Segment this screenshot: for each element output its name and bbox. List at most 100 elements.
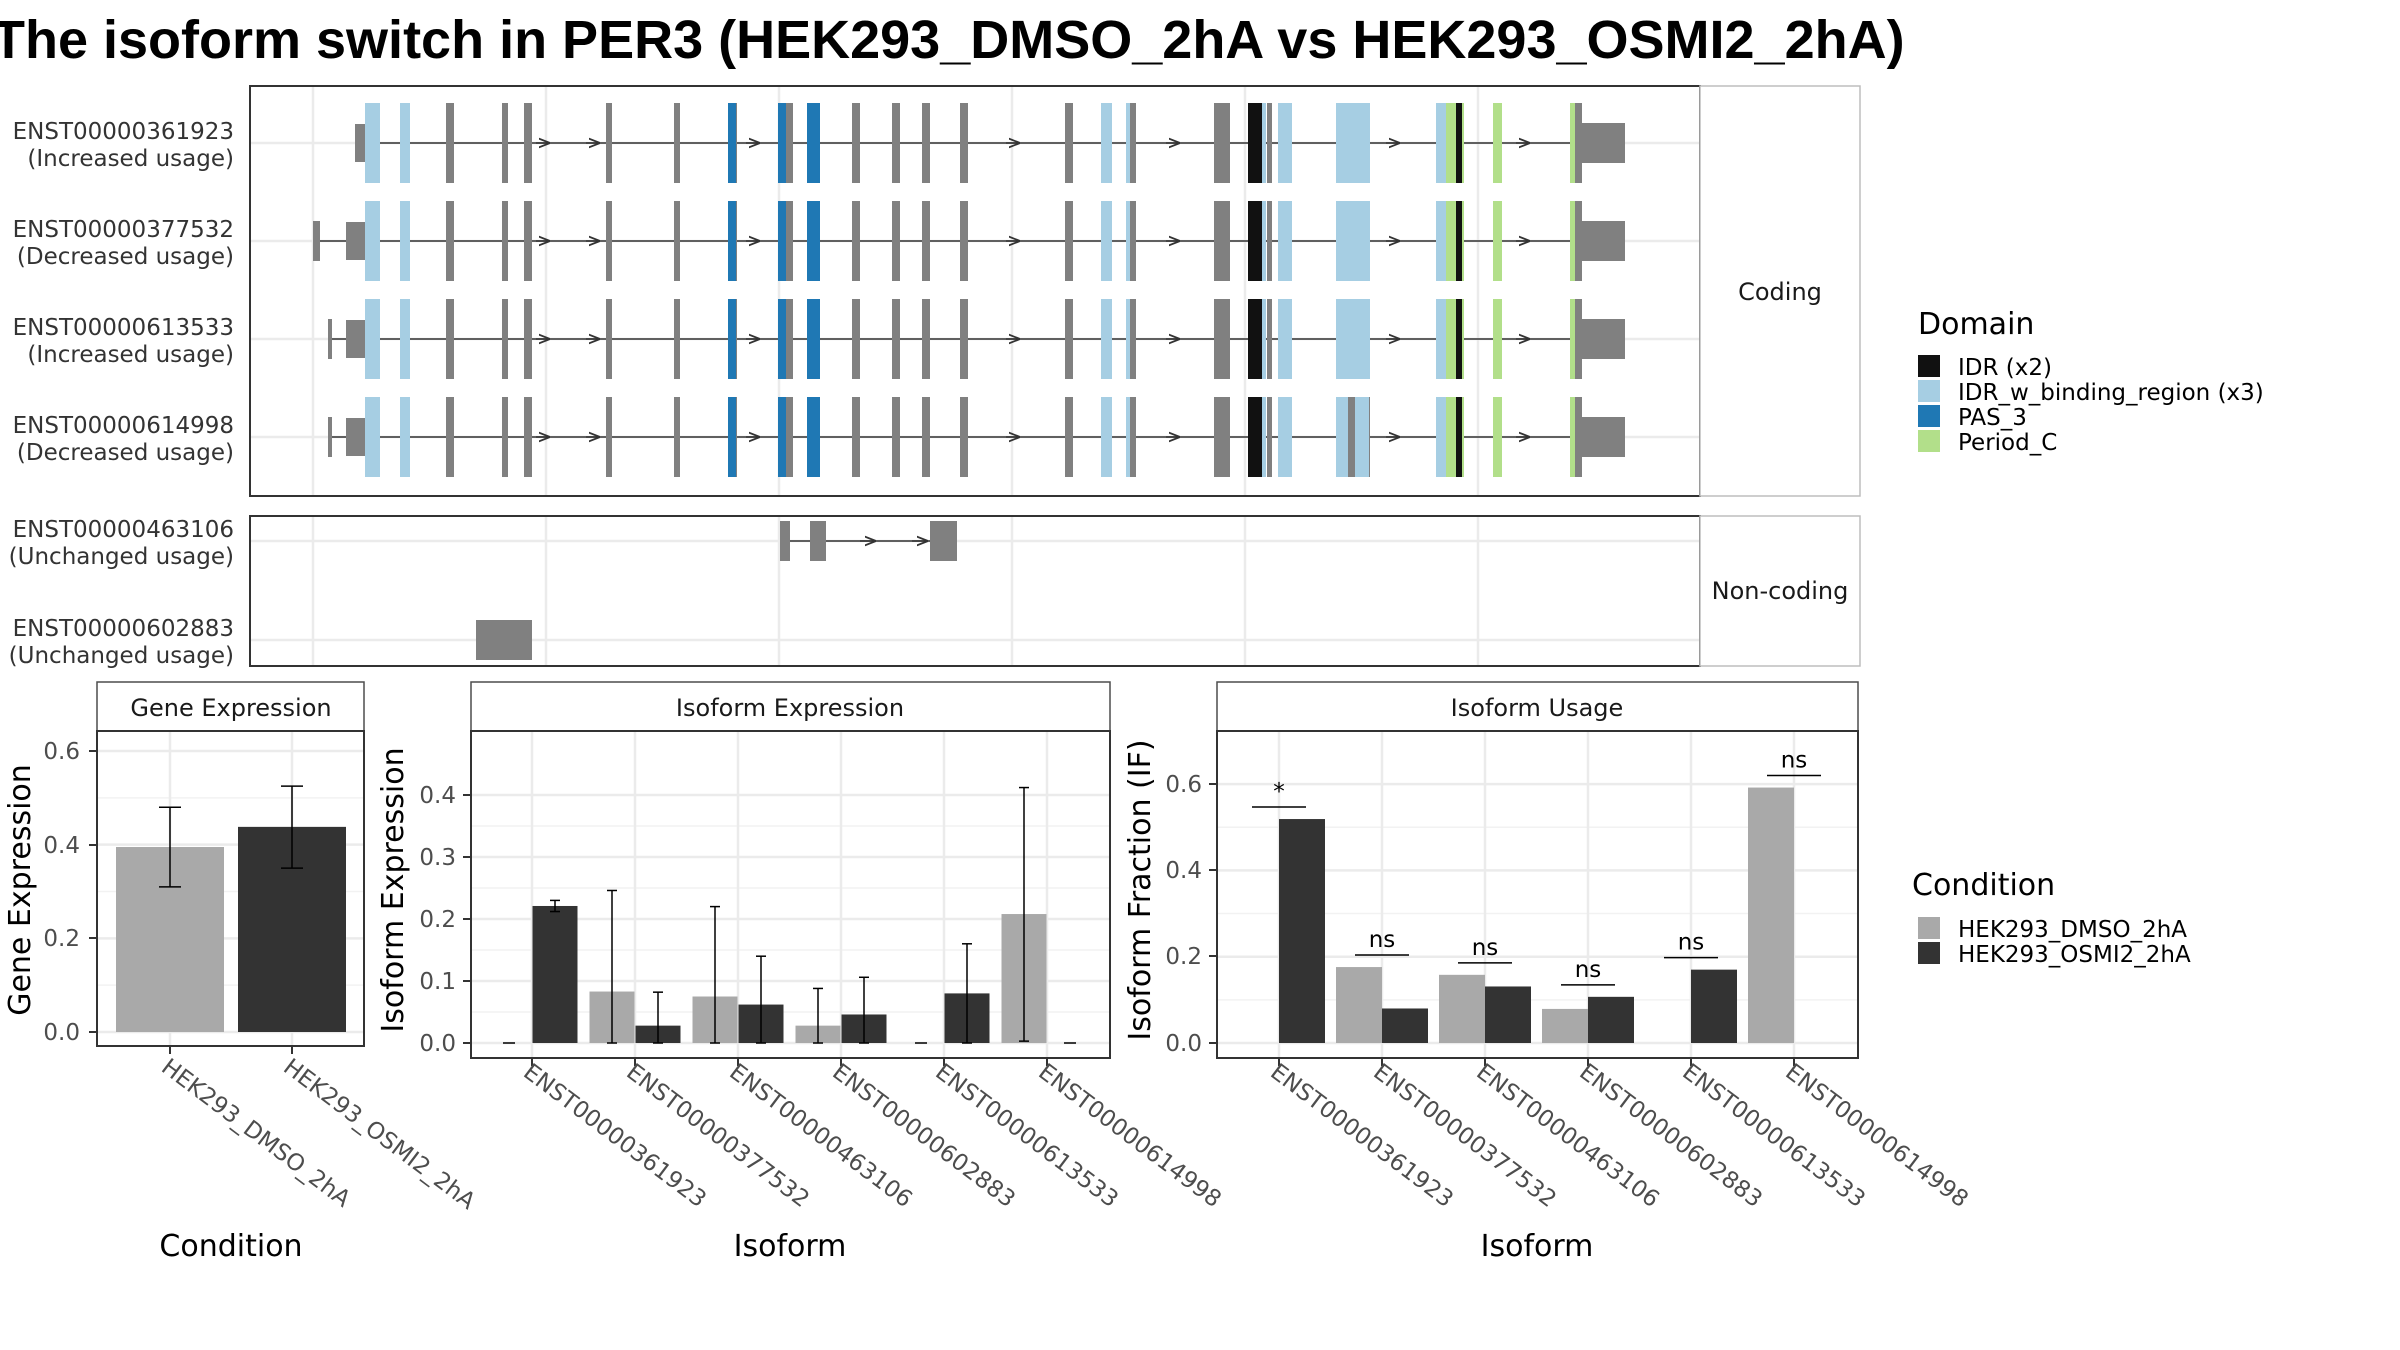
transcript-structure-row (328, 299, 1625, 379)
noncoding-transcripts (476, 521, 957, 660)
domain-region (1570, 299, 1575, 379)
exon (313, 221, 320, 261)
x-axis-title: Isoform (734, 1229, 847, 1264)
domain-region (1248, 397, 1262, 477)
panel-title: Isoform Usage (1451, 694, 1624, 722)
tx-label-usage: (Unchanged usage) (9, 643, 234, 669)
domain-region (365, 397, 380, 477)
facet-label-noncoding: Non-coding (1712, 577, 1849, 605)
legend-key (1918, 380, 1940, 402)
domain-region (1462, 103, 1464, 183)
exon (930, 521, 957, 561)
domain-region (1570, 397, 1575, 477)
domain-region (807, 201, 820, 281)
exon (502, 299, 508, 379)
domain-region (1278, 201, 1292, 281)
domain-region (1493, 103, 1502, 183)
domain-region (1126, 397, 1130, 477)
legend-key (1918, 355, 1940, 377)
exon (606, 397, 612, 477)
condition-legend: Condition HEK293_DMSO_2hA HEK293_OSMI2_2… (1912, 868, 2191, 968)
condition-legend-title: Condition (1912, 868, 2055, 903)
significance-label: ns (1472, 935, 1499, 961)
exon (1065, 397, 1073, 477)
exon (1065, 299, 1073, 379)
exon (784, 201, 793, 281)
exon (892, 299, 900, 379)
exon (922, 299, 930, 379)
exon (446, 397, 454, 477)
bar (1279, 819, 1325, 1043)
exon (784, 299, 793, 379)
domain-region (1462, 201, 1464, 281)
domain-region (728, 299, 736, 379)
tick-label: 0.6 (43, 739, 80, 765)
legend-label: IDR (x2) (1958, 355, 2052, 381)
domain-region (1248, 103, 1262, 183)
domain-region (807, 299, 820, 379)
tick-label: 0.0 (1165, 1031, 1202, 1057)
figure-title: The isoform switch in PER3 (HEK293_DMSO_… (0, 10, 1905, 70)
legend-label: IDR_w_binding_region (x3) (1958, 380, 2264, 406)
domain-region (1436, 397, 1446, 477)
bar (1542, 1008, 1588, 1043)
exon (960, 103, 968, 183)
domain-region (1336, 299, 1370, 379)
domain-region (400, 397, 410, 477)
x-tick-label: ENST00000377532 (621, 1059, 813, 1213)
bar (1588, 996, 1634, 1043)
domain-region (1456, 299, 1462, 379)
exon (674, 103, 680, 183)
exon (524, 103, 532, 183)
legend-label: HEK293_OSMI2_2hA (1958, 942, 2191, 968)
domain-region (1262, 397, 1266, 477)
utr-exon (1582, 221, 1625, 261)
domain-region (778, 299, 786, 379)
domain-region (1278, 397, 1292, 477)
exon (1128, 103, 1136, 183)
x-tick-label: ENST00000377532 (1368, 1059, 1560, 1213)
significance-label: ns (1678, 930, 1705, 956)
exon (674, 201, 680, 281)
exon (502, 201, 508, 281)
domain-region (1101, 299, 1112, 379)
exon (674, 397, 680, 477)
noncoding-panel-border (249, 515, 1701, 667)
isoform-usage-marks: * ns ns ns ns ns (1217, 731, 1858, 1058)
exon (1065, 201, 1073, 281)
legend-label: PAS_3 (1958, 405, 2027, 431)
domain-region (1446, 397, 1456, 477)
domain-region (400, 299, 410, 379)
tick-label: 0.2 (419, 907, 456, 933)
exon (1128, 201, 1136, 281)
legend-key (1918, 430, 1940, 452)
domain-region (1436, 299, 1446, 379)
x-tick-label: ENST00000614998 (1033, 1059, 1225, 1213)
tx-label-usage: (Decreased usage) (17, 244, 234, 270)
exon (1214, 201, 1230, 281)
exon (960, 299, 968, 379)
legend-key (1918, 405, 1940, 427)
significance-label: * (1273, 779, 1285, 805)
tick-label: 0.0 (419, 1031, 456, 1057)
bar (1485, 986, 1531, 1043)
exon (922, 397, 930, 477)
exon (892, 103, 900, 183)
exon (1214, 397, 1230, 477)
exon (524, 299, 532, 379)
exon (1267, 397, 1272, 477)
isoform-usage-panel: Isoform Usage * ns ns ns ns ns 0.0 0.2 0.4 0.… (1123, 681, 1973, 1264)
domain-legend: Domain IDR (x2) IDR_w_binding_region (x3… (1918, 307, 2264, 456)
exon (524, 201, 532, 281)
noncoding-facet: Non-coding (249, 515, 1861, 667)
bar (1336, 967, 1382, 1043)
bar (1691, 969, 1737, 1043)
exon (852, 299, 860, 379)
exon (328, 319, 332, 359)
tick-label: 0.0 (43, 1020, 80, 1046)
domain-region (807, 103, 820, 183)
x-axis-title: Isoform (1481, 1229, 1594, 1264)
utr-exon (346, 222, 366, 260)
exon (524, 397, 532, 477)
